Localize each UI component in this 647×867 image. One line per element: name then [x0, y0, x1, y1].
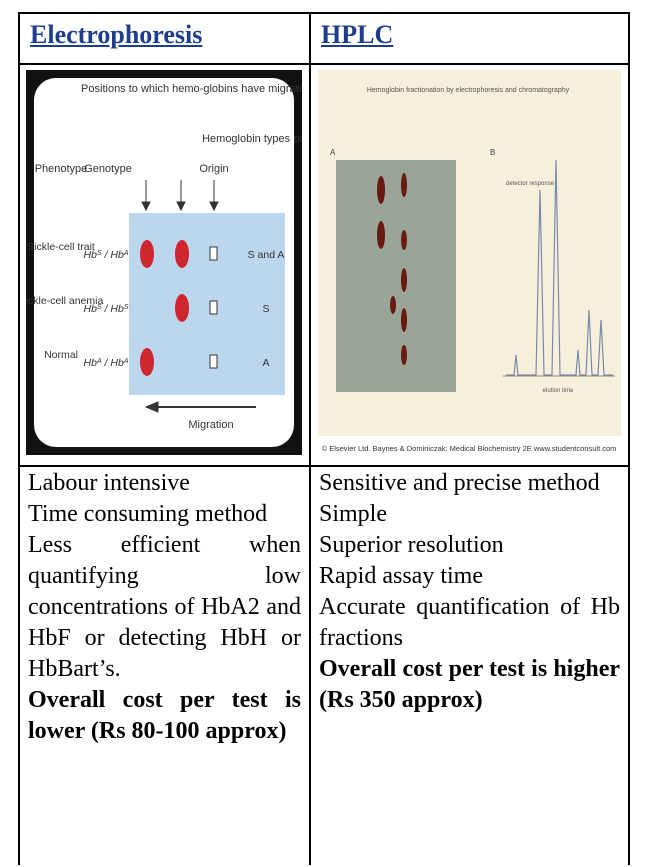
note-item: Rapid assay time	[319, 563, 483, 589]
phenotype: Sickle-cell anemia	[26, 295, 103, 307]
hplc-figure: Hemoglobin fractionation by electrophore…	[318, 70, 621, 458]
types-present: S and A	[248, 249, 285, 261]
column-header: HPLC	[321, 20, 394, 49]
panel-label: B	[490, 148, 495, 157]
genotype-part: / Hb	[102, 303, 124, 315]
axis-label: elution time	[543, 388, 574, 394]
genotype: HbS / HbS	[84, 303, 129, 315]
axis-label: detector response	[506, 181, 555, 187]
arrow-label: Migration	[188, 419, 233, 431]
figure-heading: Positions to which hemo-globins have mig…	[81, 83, 302, 95]
genotype-part: S	[97, 304, 102, 311]
types-present: S	[262, 303, 269, 315]
figure-caption: © Elsevier Ltd. Baynes & Dominiczak: Med…	[322, 444, 617, 453]
rule	[18, 465, 630, 467]
column-label: Phenotype	[35, 163, 88, 175]
cost-note: Overall cost per test is lower (Rs 80-10…	[28, 687, 301, 744]
note-item: Less efficient when quantifying low conc…	[28, 532, 301, 682]
genotype-part: S	[97, 250, 102, 257]
phenotype: Sickle-cell trait	[27, 241, 95, 253]
note-item: Sensitive and precise method	[319, 470, 600, 496]
genotype: HbS / HbA	[84, 249, 129, 261]
figure-heading-text: Positions to which hemo-globins have mig…	[81, 83, 302, 95]
genotype-part: Hb	[84, 357, 98, 369]
note-item: Labour intensive	[28, 470, 190, 496]
electrophoresis-figure: Positions to which hemo-globins have mig…	[26, 70, 302, 455]
genotype-part: Hb	[84, 303, 98, 315]
column-label: Origin	[199, 163, 228, 175]
genotype-part: / Hb	[102, 249, 124, 261]
types-present: A	[262, 357, 269, 369]
column-label: Hemoglobin types present	[202, 133, 302, 145]
rule	[18, 12, 630, 14]
phenotype: Normal	[44, 349, 78, 361]
notes-cell: Labour intensive Time consuming method Les…	[20, 467, 309, 867]
rule	[309, 12, 311, 865]
genotype-part: A	[123, 358, 129, 365]
note-item: Time consuming method	[28, 501, 268, 527]
note-item: Accurate quantification of Hb fractions	[319, 594, 620, 651]
figure-title: Hemoglobin fractionation by electrophore…	[367, 87, 570, 94]
genotype: HbA / HbA	[84, 357, 129, 369]
genotype-part: / Hb	[102, 357, 124, 369]
panel-label: A	[330, 148, 336, 157]
genotype-part: Hb	[84, 249, 98, 261]
column-header: Electrophoresis	[30, 20, 203, 49]
note-item: Simple	[319, 501, 388, 527]
rule	[18, 12, 20, 865]
genotype-part: A	[123, 250, 129, 257]
genotype-part: A	[96, 358, 102, 365]
cost-note: Overall cost per test is higher (Rs 350 …	[319, 656, 620, 713]
genotype-part: S	[124, 304, 129, 311]
notes-cell: Sensitive and precise method Simple Superi…	[311, 467, 628, 867]
note-item: Superior resolution	[319, 532, 504, 558]
rule	[18, 63, 630, 65]
column-label: Genotype	[84, 163, 132, 175]
rule	[628, 12, 630, 865]
